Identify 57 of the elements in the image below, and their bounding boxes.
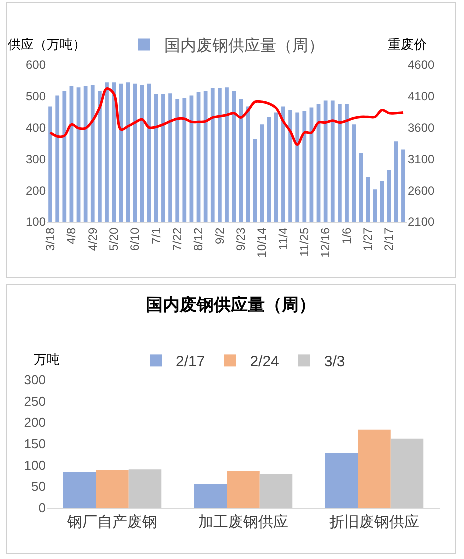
- bar: [96, 470, 129, 508]
- y-tick-label: 300: [24, 372, 46, 388]
- x-tick-label: 9/2: [212, 227, 227, 244]
- y-tick-label: 250: [24, 394, 46, 409]
- x-tick-label: 11/4: [276, 227, 290, 250]
- legend-label: 2/17: [176, 354, 206, 371]
- bar: [227, 471, 260, 508]
- y-tick-label: 500: [26, 90, 46, 104]
- x-tick-label: 11/25: [298, 227, 312, 257]
- y-tick-label: 300: [26, 152, 46, 166]
- x-tick-label: 钢厂自产废钢: [66, 513, 158, 531]
- legend-label: 国内废钢供应量（周）: [164, 37, 324, 55]
- x-tick-label: 2/17: [382, 227, 396, 252]
- x-tick-label: 10/14: [255, 227, 270, 258]
- line-series: [49, 88, 405, 146]
- x-tick-label: 折旧废钢供应: [330, 513, 420, 531]
- y-tick-label: 400: [26, 121, 46, 135]
- x-tick-label: 8/12: [192, 227, 206, 252]
- bar: [63, 472, 96, 508]
- bar: [194, 484, 228, 508]
- bar: [128, 470, 162, 508]
- x-tick-label: 7/1: [149, 227, 164, 244]
- y-tick-label: 200: [26, 184, 46, 198]
- y2-tick-label: 4100: [408, 90, 436, 104]
- bar: [358, 430, 391, 508]
- y-tick-label: 100: [26, 215, 46, 230]
- y2-tick-label: 2100: [408, 215, 436, 230]
- x-tick-label: 1/6: [340, 227, 354, 244]
- x-tick-label: 5/20: [106, 227, 121, 252]
- chart-title: 国内废钢供应量（周）: [146, 295, 316, 316]
- y-tick-label: 50: [32, 479, 46, 494]
- x-tick-label: 6/10: [128, 227, 142, 252]
- bar: [260, 474, 293, 508]
- legend-label: 2/24: [250, 354, 280, 371]
- y-axis-title: 万吨: [34, 353, 60, 368]
- y-tick-label: 600: [26, 58, 46, 72]
- x-tick-label: 加工废钢供应: [198, 513, 288, 531]
- y2-tick-label: 3100: [408, 152, 436, 166]
- y-tick-label: 0: [38, 500, 46, 516]
- y-axis-title: 供应（万吨）: [8, 37, 86, 53]
- y2-tick-label: 2600: [408, 184, 436, 198]
- y-tick-label: 150: [24, 436, 46, 452]
- bar: [390, 438, 424, 508]
- x-tick-label: 9/23: [234, 227, 248, 252]
- y2-tick-label: 3600: [408, 121, 436, 135]
- y2-tick-label: 4600: [408, 58, 436, 72]
- bar: [325, 453, 358, 508]
- y2-axis-title: 重废价: [388, 38, 427, 53]
- x-tick-label: 12/16: [318, 227, 333, 258]
- x-tick-label: 4/8: [64, 227, 79, 244]
- legend-label: 3/3: [324, 354, 346, 371]
- x-tick-label: 3/18: [43, 227, 58, 252]
- x-tick-label: 1/27: [361, 227, 376, 252]
- y-tick-label: 100: [24, 458, 46, 473]
- x-tick-label: 4/29: [86, 227, 100, 252]
- x-tick-label: 7/22: [170, 227, 184, 252]
- y-tick-label: 200: [24, 415, 46, 430]
